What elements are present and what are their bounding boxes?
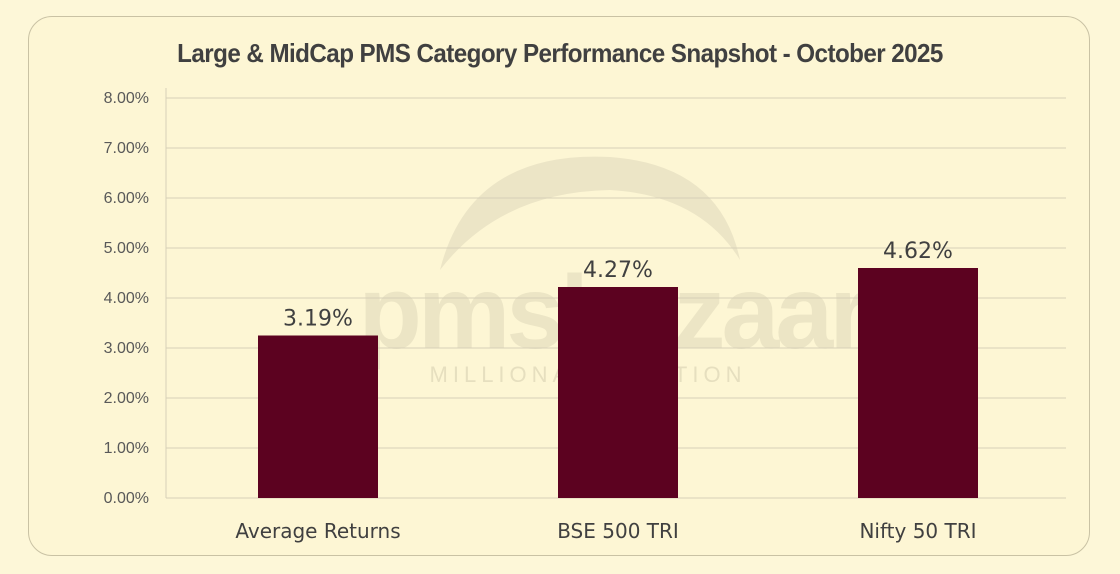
y-tick-label: 4.00% xyxy=(104,290,149,307)
data-label: 3.19% xyxy=(283,307,353,332)
watermark-arc xyxy=(440,156,740,270)
bar xyxy=(558,287,678,498)
data-label: 4.62% xyxy=(883,239,953,264)
x-category-label: Average Returns xyxy=(235,519,400,543)
y-axis: 0.00% 1.00% 2.00% 3.00% 4.00% 5.00% 6.00% 7.00%… xyxy=(104,88,167,507)
y-tick-label: 2.00% xyxy=(104,390,149,407)
x-axis: Average Returns BSE 500 TRI Nifty 50 TRI xyxy=(235,519,976,543)
data-label: 4.27% xyxy=(583,258,653,283)
bar xyxy=(858,268,978,498)
y-tick-label: 3.00% xyxy=(104,340,149,357)
bar xyxy=(258,335,378,498)
chart-title: Large & MidCap PMS Category Performance … xyxy=(177,38,943,68)
y-tick-label: 6.00% xyxy=(104,190,149,207)
x-category-label: Nifty 50 TRI xyxy=(859,519,976,543)
y-tick-label: 1.00% xyxy=(104,440,149,457)
y-tick-label: 0.00% xyxy=(104,490,149,507)
x-category-label: BSE 500 TRI xyxy=(557,519,679,543)
y-tick-label: 5.00% xyxy=(104,240,149,257)
y-tick-label: 7.00% xyxy=(104,140,149,157)
bars: 3.19% 4.27% 4.62% xyxy=(258,239,978,498)
y-tick-label: 8.00% xyxy=(104,90,149,107)
